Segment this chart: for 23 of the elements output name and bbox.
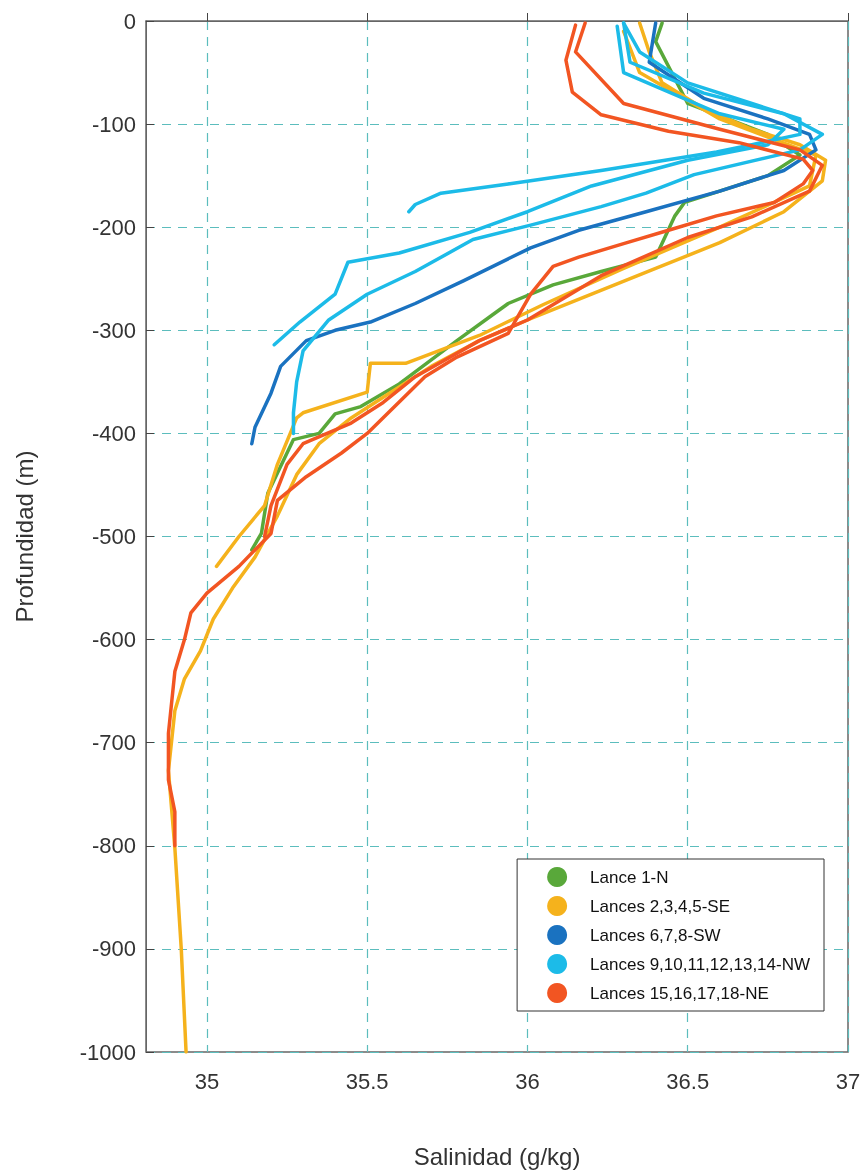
legend-label: Lance 1-N [590, 867, 669, 887]
y-tick-label: -600 [91, 627, 136, 653]
legend-label: Lances 9,10,11,12,13,14-NW [590, 954, 811, 974]
x-tick-label: 35.5 [345, 1068, 389, 1094]
y-tick-label: 0 [123, 8, 136, 34]
legend-label: Lances 15,16,17,18-NE [590, 983, 769, 1003]
y-tick-label: -900 [91, 936, 136, 962]
legend-label: Lances 2,3,4,5-SE [590, 896, 730, 916]
x-tick-label: 36.5 [666, 1068, 710, 1094]
y-tick-label: -200 [91, 214, 136, 240]
x-tick-label: 36 [515, 1068, 540, 1094]
y-tick-label: -1000 [79, 1039, 136, 1065]
legend-label: Lances 6,7,8-SW [590, 925, 721, 945]
y-tick-label: -400 [91, 420, 136, 446]
y-tick-label: -800 [91, 833, 136, 859]
y-tick-label: -100 [91, 111, 136, 137]
x-tick-label: 37 [835, 1068, 861, 1094]
y-tick-label: -300 [91, 317, 136, 343]
x-tick-label: 35 [194, 1068, 220, 1094]
y-axis-title: Profundidad (m) [10, 450, 38, 623]
x-axis-title: Salinidad (g/kg) [413, 1142, 581, 1170]
y-tick-label: -500 [91, 524, 136, 549]
y-tick-label: -700 [91, 730, 136, 756]
